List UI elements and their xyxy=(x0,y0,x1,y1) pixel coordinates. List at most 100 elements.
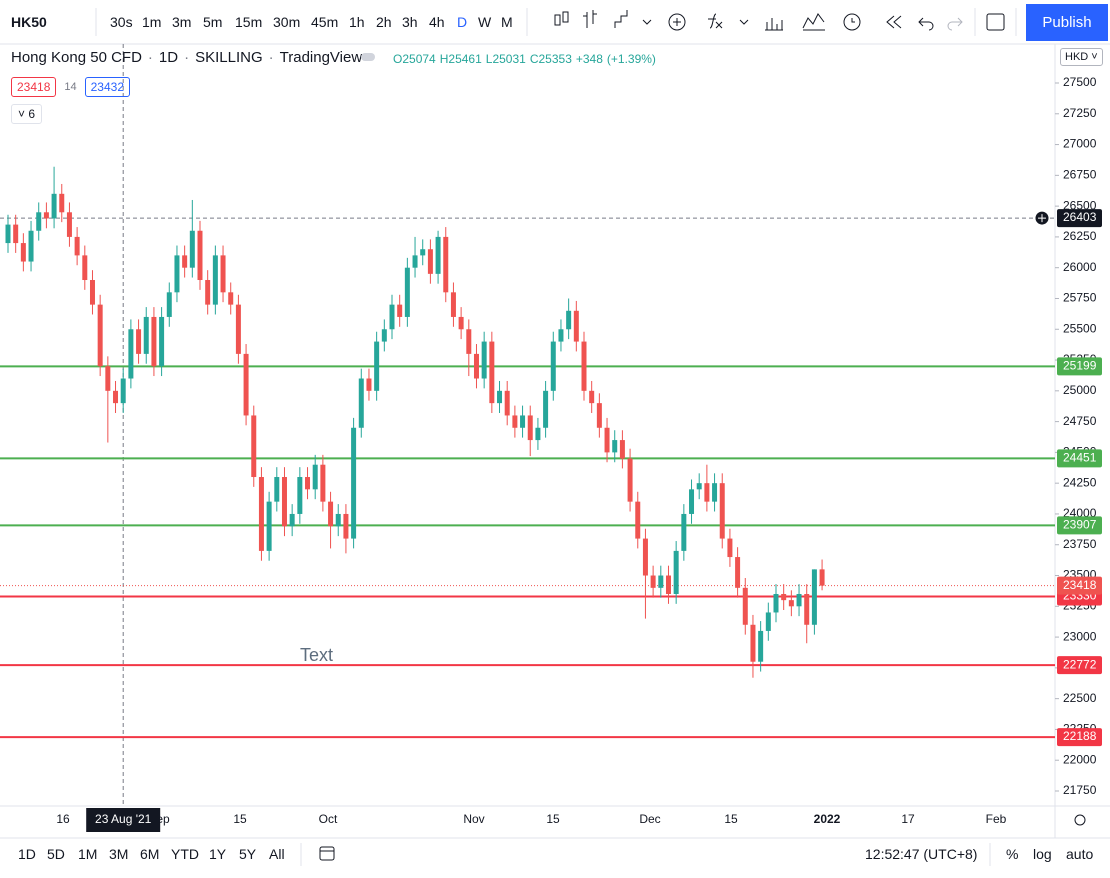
legend-source: SKILLING xyxy=(195,49,263,66)
candle-body xyxy=(113,390,119,404)
candle-body xyxy=(566,310,572,330)
candle-body xyxy=(36,212,42,231)
candle-body xyxy=(604,427,610,453)
candle-body xyxy=(120,378,126,404)
candle-body xyxy=(543,390,549,428)
interval-button[interactable]: M xyxy=(501,14,513,30)
range-button[interactable]: 5D xyxy=(47,846,65,862)
indicator-add[interactable] xyxy=(668,13,686,31)
interval-button[interactable]: 1h xyxy=(349,14,365,30)
alert-icon[interactable] xyxy=(843,13,861,31)
range-button[interactable]: 1M xyxy=(78,846,98,862)
candle-body xyxy=(450,292,456,317)
interval-button[interactable]: 3m xyxy=(172,14,192,30)
interval-button[interactable]: 45m xyxy=(311,14,339,30)
candle-body xyxy=(527,415,533,441)
y-tick-label: 23750 xyxy=(1063,537,1097,551)
candle-body xyxy=(665,575,671,594)
currency: HKD xyxy=(1065,51,1089,63)
candle-body xyxy=(59,193,65,213)
candle-body xyxy=(658,575,664,588)
candle-body xyxy=(735,557,741,588)
auto-toggle[interactable]: auto xyxy=(1066,846,1094,862)
interval-button[interactable]: W xyxy=(478,14,492,30)
legend-provider: TradingView xyxy=(279,49,363,66)
x-tick-label: Feb xyxy=(986,812,1007,826)
candle-body xyxy=(366,378,372,391)
range-button[interactable]: 3M xyxy=(109,846,129,862)
interval-button[interactable]: 30s xyxy=(110,14,133,30)
settings-icon[interactable] xyxy=(1074,814,1086,826)
candle-body xyxy=(320,464,326,502)
candle-body xyxy=(74,236,80,256)
ohlc-value: 25074 xyxy=(402,52,436,66)
fx-icon[interactable] xyxy=(708,13,723,29)
candle-body xyxy=(328,501,334,527)
bid-badge[interactable]: 23418 xyxy=(11,77,57,97)
layout-icon[interactable] xyxy=(986,13,1005,31)
indicator-count: 6 xyxy=(28,107,36,121)
range-button[interactable]: 5Y xyxy=(239,846,257,862)
interval-button[interactable]: D xyxy=(457,14,468,30)
candle-body xyxy=(489,341,495,404)
candles-icon[interactable] xyxy=(554,14,561,26)
undo-icon[interactable] xyxy=(918,17,934,31)
indicators-toggle[interactable]: ˅ 6 xyxy=(11,104,43,124)
line-icon[interactable] xyxy=(614,10,628,28)
range-button[interactable]: 1D xyxy=(18,846,36,862)
candle-body xyxy=(312,464,318,490)
candle-body xyxy=(443,236,449,293)
level-price-tag: 22188 xyxy=(1063,729,1097,743)
interval-button[interactable]: 15m xyxy=(235,14,263,30)
interval-button[interactable]: 1m xyxy=(142,14,162,30)
legend-toggle[interactable] xyxy=(361,53,375,61)
range-button[interactable]: 6M xyxy=(140,846,160,862)
interval-button[interactable]: 5m xyxy=(203,14,223,30)
candle-body xyxy=(51,193,57,219)
range-button[interactable]: 1Y xyxy=(209,846,227,862)
publish-label[interactable]: Publish xyxy=(1042,14,1092,31)
interval-button[interactable]: 4h xyxy=(429,14,445,30)
x-tick-label: Oct xyxy=(319,812,338,826)
level-price-tag-bg xyxy=(1057,656,1102,675)
symbol[interactable]: HK50 xyxy=(11,14,47,30)
ask-badge[interactable]: 23432 xyxy=(84,77,130,97)
date-range-icon[interactable] xyxy=(319,846,335,861)
interval-button[interactable]: 2h xyxy=(376,14,392,30)
bottom-icons xyxy=(300,843,991,866)
replay-icon[interactable] xyxy=(886,15,902,29)
log-toggle[interactable]: log xyxy=(1033,846,1052,862)
redo-icon[interactable] xyxy=(947,17,963,31)
candle-body xyxy=(358,378,364,428)
templates-icon[interactable] xyxy=(802,13,825,31)
x-tick-label: 15 xyxy=(233,812,247,826)
publish-button[interactable] xyxy=(1026,4,1108,41)
candle-body xyxy=(673,550,679,594)
range-button[interactable]: All xyxy=(269,846,285,862)
y-tick-label: 22500 xyxy=(1063,691,1097,705)
candle-body xyxy=(558,329,564,342)
candle-body xyxy=(650,575,656,588)
bid-ask: 23418 14 23432 xyxy=(11,77,130,97)
candle-body xyxy=(712,483,718,502)
range-button[interactable]: YTD xyxy=(171,846,199,862)
interval-button[interactable]: 30m xyxy=(273,14,301,30)
ohlc-value: 25031 xyxy=(492,52,526,66)
clock: 12:52:47 (UTC+8) xyxy=(865,846,978,862)
candle-body xyxy=(351,427,357,539)
candle-body xyxy=(289,513,295,527)
candle-body xyxy=(811,569,817,625)
bars-icon[interactable] xyxy=(583,10,597,28)
compare-icon[interactable] xyxy=(765,18,783,31)
candle-body xyxy=(5,224,11,244)
candle-body xyxy=(420,249,426,256)
interval-button[interactable]: 3h xyxy=(402,14,418,30)
y-tick-label: 26250 xyxy=(1063,229,1097,243)
level-price-tag-bg xyxy=(1057,357,1102,376)
legend-separator: · xyxy=(147,49,153,66)
percent-toggle[interactable]: % xyxy=(1006,846,1019,862)
currency-select[interactable]: HKD ˅ xyxy=(1060,48,1103,66)
candle-body xyxy=(374,341,380,391)
y-tick-label: 22000 xyxy=(1063,752,1097,766)
